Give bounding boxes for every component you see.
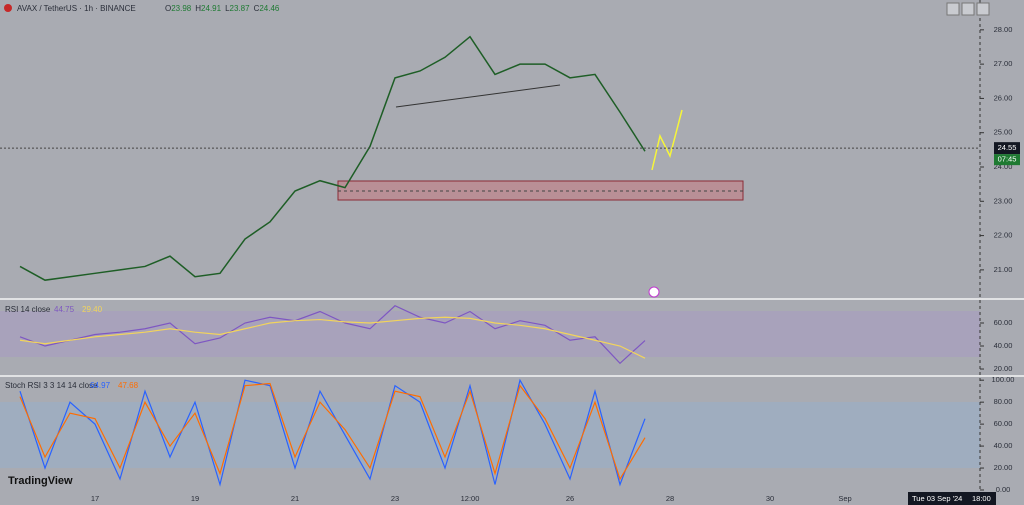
y-tick-label: 80.00 xyxy=(994,397,1013,406)
y-tick-label: 26.00 xyxy=(994,93,1013,102)
crosshair-date: Tue 03 Sep '24 xyxy=(912,494,962,503)
toolbar-button[interactable] xyxy=(976,2,990,16)
last-price-box xyxy=(994,142,1020,155)
x-tick-label: 23 xyxy=(391,494,399,503)
x-tick-label: Sep xyxy=(838,494,851,503)
y-tick-label: 40.00 xyxy=(994,441,1013,450)
rsi-title: RSI 14 close xyxy=(5,305,51,314)
indicator-line xyxy=(19,316,646,359)
toolbar-button[interactable] xyxy=(961,2,975,16)
x-tick-label: 30 xyxy=(766,494,774,503)
ohlc-name: H xyxy=(195,4,201,13)
y-tick-label: 0.00 xyxy=(996,485,1011,494)
indicator-line xyxy=(19,305,646,365)
x-tick-label: 12:00 xyxy=(461,494,480,503)
countdown-box xyxy=(994,154,1020,166)
legend-value: 64.97 xyxy=(90,381,111,390)
ohlc-value: 23.98 xyxy=(171,4,192,13)
x-tick-label: 19 xyxy=(191,494,199,503)
y-tick-label: 21.00 xyxy=(994,265,1013,274)
x-tick-label: 28 xyxy=(666,494,674,503)
y-tick-label: 25.00 xyxy=(994,128,1013,137)
indicator-line xyxy=(19,382,646,481)
chart-title: AVAX / TetherUS · 1h · BINANCE xyxy=(17,4,136,13)
y-tick-label: 24.00 xyxy=(994,162,1013,171)
toolbar-button[interactable] xyxy=(946,2,960,16)
y-tick-label: 23.00 xyxy=(994,196,1013,205)
y-tick-label: 40.00 xyxy=(994,341,1013,350)
crosshair-date-box xyxy=(908,492,996,505)
x-tick-label: 21 xyxy=(291,494,299,503)
legend-value: 29.40 xyxy=(82,305,103,314)
ohlc-name: L xyxy=(225,4,230,13)
projection xyxy=(651,109,683,171)
ohlc-name: C xyxy=(254,4,260,13)
y-tick-label: 27.00 xyxy=(994,59,1013,68)
x-tick-label: 17 xyxy=(91,494,99,503)
ohlc-value: 24.46 xyxy=(259,4,280,13)
logo: TradingView xyxy=(8,475,73,487)
symbol-icon xyxy=(4,4,12,12)
y-tick-label: 28.00 xyxy=(994,25,1013,34)
legend-value: 47.68 xyxy=(118,381,139,390)
rsi-band xyxy=(0,311,980,357)
y-tick-label: 100.00 xyxy=(992,375,1015,384)
indicator-line xyxy=(19,378,646,487)
ohlc-value: 23.87 xyxy=(230,4,251,13)
x-tick-label: 26 xyxy=(566,494,574,503)
y-tick-label: 20.00 xyxy=(994,463,1013,472)
countdown-label: 07:45 xyxy=(998,155,1017,164)
neckline xyxy=(395,84,561,108)
event-icon[interactable] xyxy=(648,286,660,298)
ohlc-value: 24.91 xyxy=(201,4,222,13)
ohlc-name: O xyxy=(165,4,171,13)
crosshair-time: 18:00 xyxy=(972,494,991,503)
y-tick-label: 22.00 xyxy=(994,231,1013,240)
y-tick-label: 20.00 xyxy=(994,364,1013,373)
price-line xyxy=(19,35,646,281)
ohlc-legend: O23.98 H24.91 L23.87 C24.46 xyxy=(165,4,280,13)
y-tick-label: 60.00 xyxy=(994,318,1013,327)
legend-value: 44.75 xyxy=(54,305,75,314)
toolbar xyxy=(946,2,990,16)
last-price-label: 24.55 xyxy=(998,143,1017,152)
stoch-title: Stoch RSI 3 3 14 14 close xyxy=(5,381,98,390)
y-tick-label: 60.00 xyxy=(994,419,1013,428)
